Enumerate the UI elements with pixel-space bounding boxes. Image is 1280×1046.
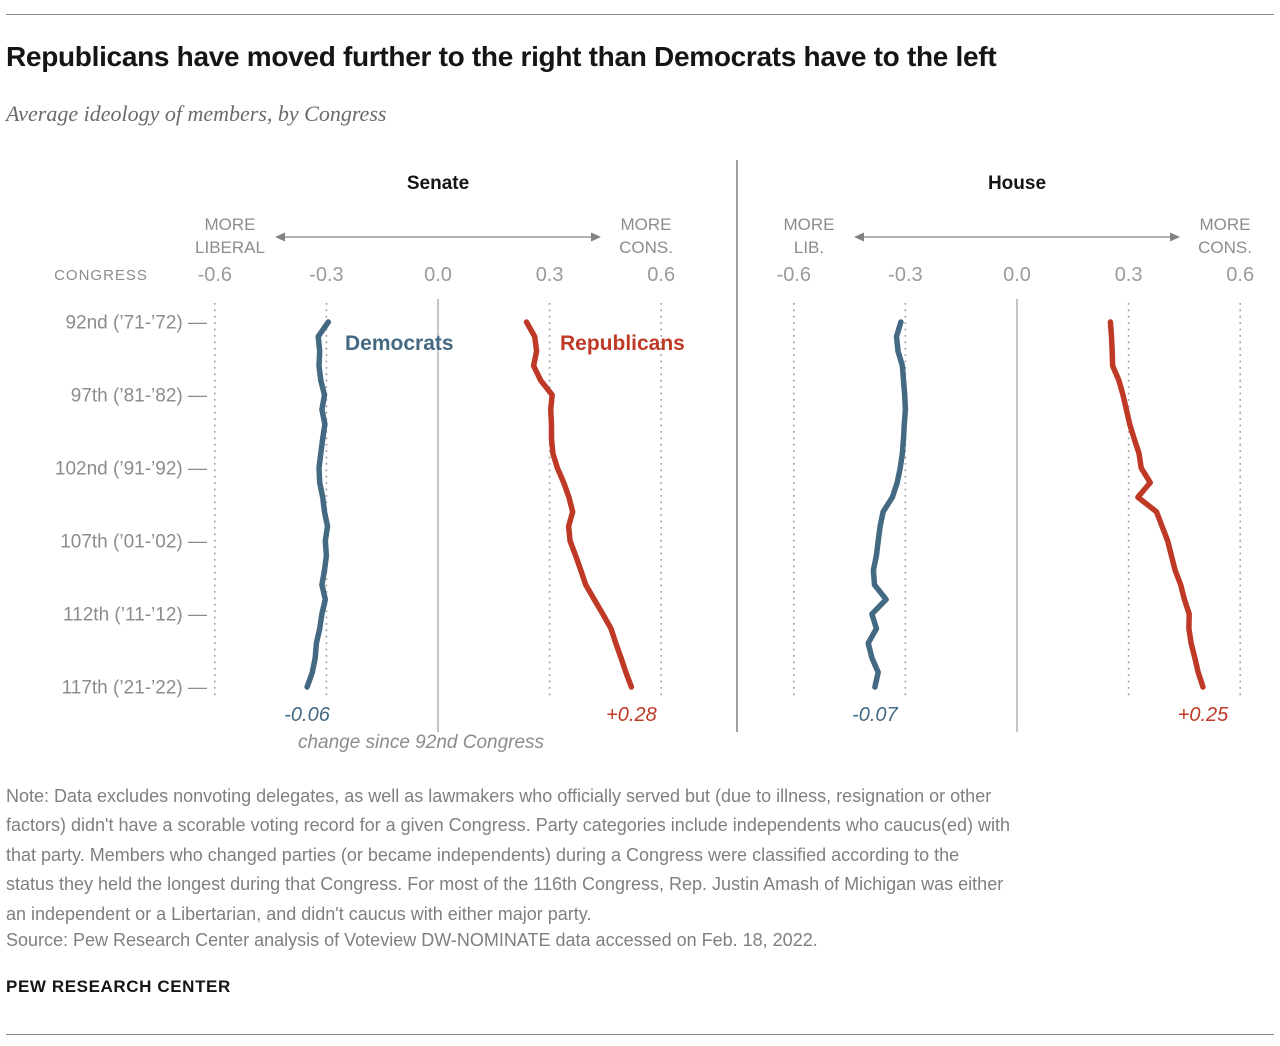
x-tick-label: 0.0 (424, 264, 452, 286)
more-liberal-label: MORE (784, 215, 835, 234)
note-line: factors) didn't have a scorable voting r… (6, 815, 1010, 836)
bottom-rule (6, 1034, 1274, 1035)
x-tick-label: 0.3 (1115, 264, 1143, 286)
house-democrats-change-label: -0.07 (852, 704, 898, 726)
source-text: Source: Pew Research Center analysis of … (6, 930, 818, 950)
congress-axis-title: CONGRESS (54, 267, 148, 284)
congress-tick-label: 117th (’21-’22) — (62, 678, 207, 699)
note-line: an independent or a Libertarian, and did… (6, 903, 592, 924)
more-conservative-label: CONS. (619, 238, 673, 257)
congress-tick-label: 107th (’01-’02) — (60, 532, 207, 553)
right-arrowhead-icon (1170, 232, 1180, 242)
republicans-series-label: Republicans (560, 332, 685, 355)
x-tick-label: -0.3 (309, 264, 343, 286)
note-line: status they held the longest during that… (6, 874, 1004, 895)
house-republicans-change-label: +0.25 (1178, 704, 1229, 726)
congress-tick-label: 102nd (’91-’92) — (55, 459, 207, 480)
panel-title-senate: Senate (407, 173, 469, 194)
panel-title-house: House (988, 173, 1046, 194)
more-conservative-label: MORE (621, 215, 672, 234)
note-line: Note: Data excludes nonvoting delegates,… (6, 786, 992, 806)
more-liberal-label: MORE (205, 215, 256, 234)
more-liberal-label: LIB. (794, 238, 824, 257)
top-rule (6, 14, 1274, 15)
senate-democrats-line (304, 319, 332, 690)
x-tick-label: -0.6 (777, 264, 811, 286)
senate-republicans-change-label: +0.28 (606, 704, 657, 726)
house-democrats-line (865, 319, 909, 690)
house-republicans-line (1107, 319, 1206, 690)
right-arrowhead-icon (591, 232, 601, 242)
congress-tick-label: 112th (’11-’12) — (63, 605, 207, 626)
x-tick-label: -0.3 (888, 264, 922, 286)
change-caption: change since 92nd Congress (298, 732, 545, 753)
more-liberal-label: LIBERAL (195, 238, 265, 257)
left-arrowhead-icon (275, 232, 285, 242)
congress-tick-label: 97th (’81-’82) — (71, 386, 207, 407)
x-tick-label: 0.0 (1003, 264, 1031, 286)
x-tick-label: -0.6 (198, 264, 232, 286)
left-arrowhead-icon (854, 232, 864, 242)
x-tick-label: 0.6 (647, 264, 675, 286)
congress-tick-label: 92nd (’71-’72) — (65, 313, 207, 334)
senate-republicans-line (523, 319, 635, 690)
democrats-series-label: Democrats (345, 332, 454, 355)
pew-research-center-wordmark: PEW RESEARCH CENTER (6, 977, 231, 996)
note-line: that party. Members who changed parties … (6, 844, 960, 865)
more-conservative-label: CONS. (1198, 238, 1252, 257)
x-tick-label: 0.3 (536, 264, 564, 286)
chart-subtitle: Average ideology of members, by Congress (6, 101, 387, 126)
chart-title: Republicans have moved further to the ri… (6, 41, 997, 72)
note-text: Note: Data excludes nonvoting delegates,… (6, 782, 1274, 929)
more-conservative-label: MORE (1200, 215, 1251, 234)
senate-democrats-change-label: -0.06 (284, 704, 330, 726)
x-tick-label: 0.6 (1226, 264, 1254, 286)
